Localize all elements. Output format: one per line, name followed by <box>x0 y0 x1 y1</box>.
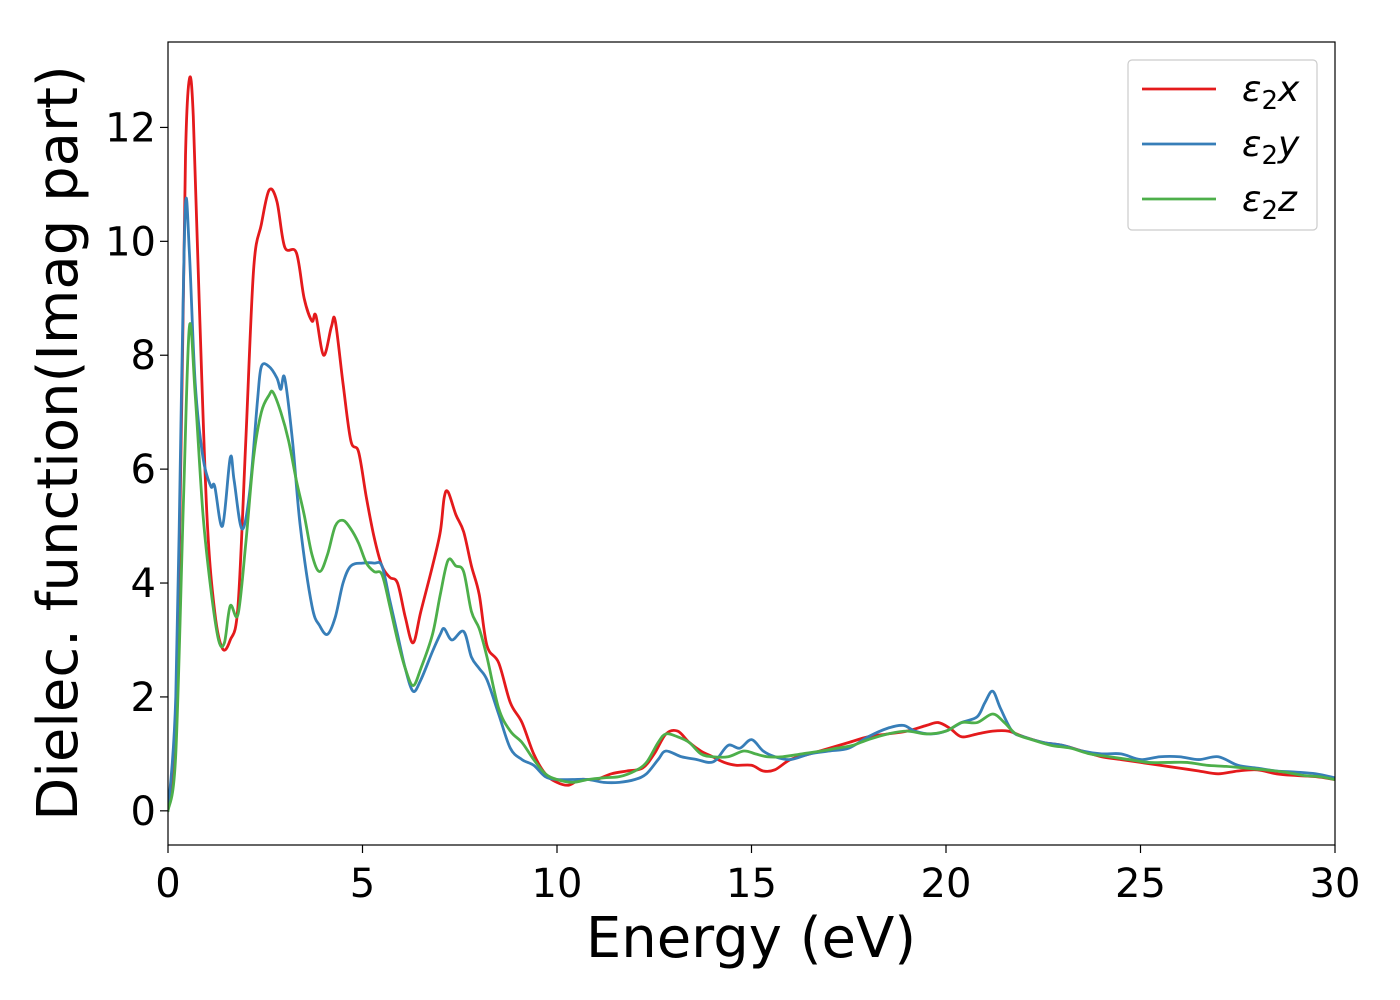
x-tick-label-2: 10 <box>532 861 583 907</box>
x-tick-label-3: 15 <box>726 861 777 907</box>
series-layer <box>168 75 1335 813</box>
y-tick-label-4: 8 <box>131 333 156 379</box>
series-line-x <box>168 75 1335 813</box>
y-tick-label-0: 0 <box>131 789 156 835</box>
y-tick-label-6: 12 <box>105 105 156 151</box>
y-tick-label-2: 4 <box>131 561 156 607</box>
legend-label-y: ε2y <box>1242 124 1300 171</box>
x-tick-label-1: 5 <box>350 861 375 907</box>
legend: ε2x ε2y ε2z <box>1127 59 1318 231</box>
y-axis: 0 2 4 6 8 10 12 <box>105 105 168 835</box>
x-axis: 0 5 10 15 20 25 30 <box>155 845 1360 907</box>
series-line-z <box>168 322 1335 813</box>
x-tick-label-4: 20 <box>921 861 972 907</box>
legend-box <box>1127 59 1318 231</box>
x-tick-label-6: 30 <box>1310 861 1361 907</box>
y-tick-label-3: 6 <box>131 447 156 493</box>
legend-label-z: ε2z <box>1242 179 1298 226</box>
x-axis-label: Energy (eV) <box>586 906 916 971</box>
x-tick-label-0: 0 <box>155 861 180 907</box>
y-tick-label-1: 2 <box>131 675 156 721</box>
y-axis-label: Dielec. function(Imag part) <box>26 65 91 821</box>
legend-label-x: ε2x <box>1242 69 1300 116</box>
x-tick-label-5: 25 <box>1115 861 1166 907</box>
y-tick-label-5: 10 <box>105 219 156 265</box>
